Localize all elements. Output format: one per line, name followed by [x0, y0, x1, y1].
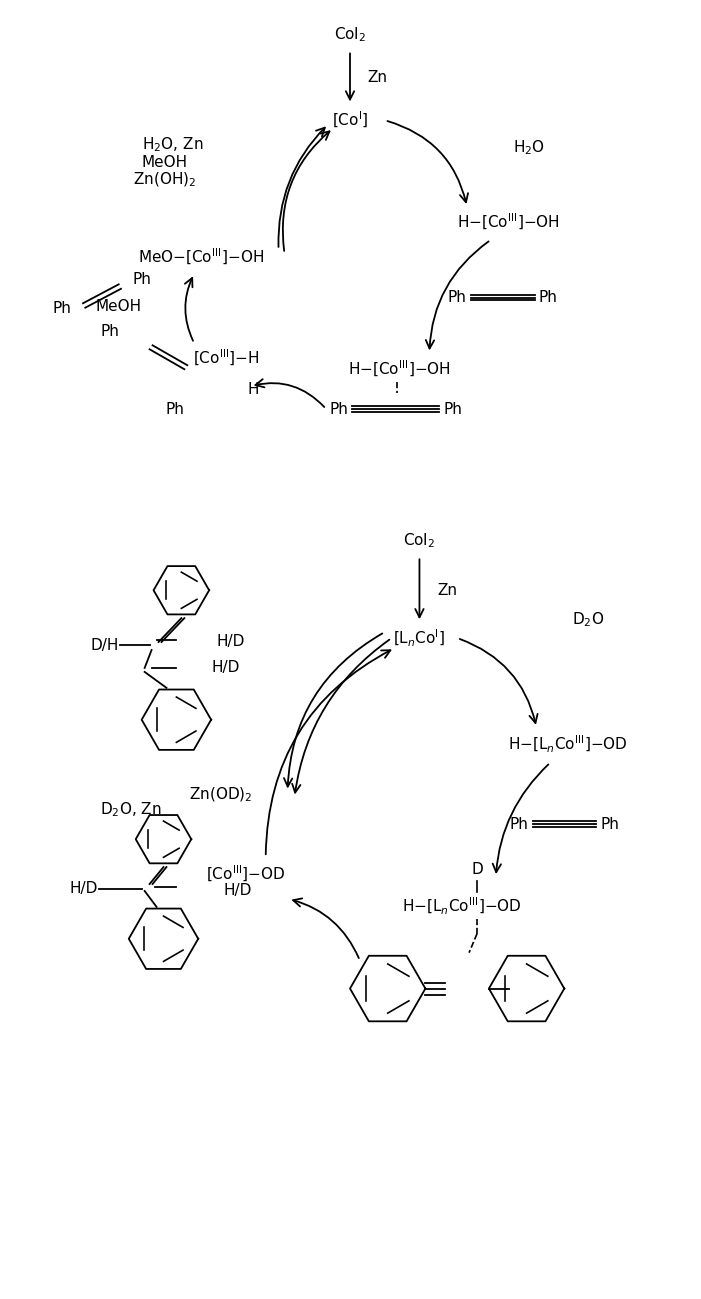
Text: Ph: Ph: [538, 290, 557, 305]
Text: Zn(OD)$_2$: Zn(OD)$_2$: [189, 785, 253, 804]
Text: H$-$[Co$^{\rm III}$]$-$OH: H$-$[Co$^{\rm III}$]$-$OH: [457, 212, 560, 233]
Text: Zn(OH)$_2$: Zn(OH)$_2$: [132, 170, 196, 190]
Text: [Co$^{\rm III}$]$-$OD: [Co$^{\rm III}$]$-$OD: [206, 864, 285, 885]
Text: H/D: H/D: [211, 660, 240, 675]
Text: H$_2$O, Zn: H$_2$O, Zn: [142, 135, 203, 153]
Text: Zn: Zn: [368, 70, 388, 84]
Text: H$-$[L$_n$Co$^{\rm III}$]$-$OD: H$-$[L$_n$Co$^{\rm III}$]$-$OD: [402, 896, 522, 917]
Text: H$-$[L$_n$Co$^{\rm III}$]$-$OD: H$-$[L$_n$Co$^{\rm III}$]$-$OD: [508, 734, 628, 755]
Text: D: D: [471, 861, 483, 877]
Text: H$_2$O: H$_2$O: [512, 138, 545, 156]
Text: D$_2$O, Zn: D$_2$O, Zn: [100, 800, 162, 818]
Text: Ph: Ph: [53, 301, 72, 316]
Text: Ph: Ph: [443, 401, 462, 417]
Text: H/D: H/D: [223, 883, 252, 899]
Text: Ph: Ph: [510, 817, 529, 831]
Text: H$-$[Co$^{\rm III}$]$-$OH: H$-$[Co$^{\rm III}$]$-$OH: [348, 359, 451, 379]
Text: H/D: H/D: [70, 882, 98, 896]
Text: Zn: Zn: [437, 583, 457, 598]
Text: Ph: Ph: [100, 323, 119, 339]
Text: MeO$-$[Co$^{\rm III}$]$-$OH: MeO$-$[Co$^{\rm III}$]$-$OH: [138, 247, 264, 266]
Text: H: H: [247, 382, 259, 396]
Text: [L$_n$Co$^{\rm I}$]: [L$_n$Co$^{\rm I}$]: [393, 627, 446, 648]
Text: [Co$^{\rm I}$]: [Co$^{\rm I}$]: [332, 110, 368, 130]
Text: Ph: Ph: [329, 401, 348, 417]
Text: [Co$^{\rm III}$]$-$H: [Co$^{\rm III}$]$-$H: [193, 348, 259, 369]
Text: CoI$_2$: CoI$_2$: [334, 25, 366, 44]
Text: Ph: Ph: [600, 817, 619, 831]
Text: CoI$_2$: CoI$_2$: [403, 531, 435, 549]
Text: Ph: Ph: [132, 271, 151, 287]
Text: Ph: Ph: [447, 290, 466, 305]
Text: MeOH: MeOH: [95, 299, 142, 314]
Text: D$_2$O: D$_2$O: [572, 611, 604, 630]
Text: MeOH: MeOH: [142, 155, 188, 170]
Text: D/H: D/H: [90, 638, 119, 652]
Text: H/D: H/D: [216, 634, 245, 648]
Text: Ph: Ph: [166, 401, 185, 417]
